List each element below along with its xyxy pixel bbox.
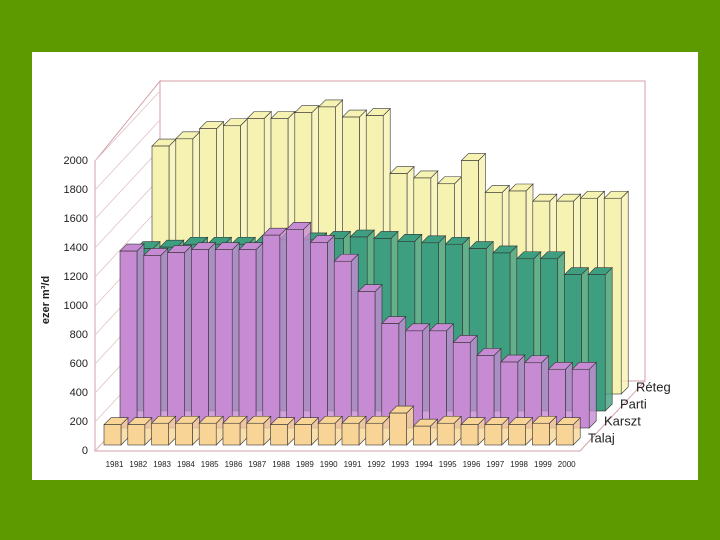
bar-side (493, 347, 502, 429)
y-tick-label: 600 (70, 358, 88, 370)
series-label: Parti (620, 396, 647, 411)
bar-side (350, 253, 359, 429)
bar (270, 424, 288, 446)
x-tick-label: 1995 (439, 460, 457, 469)
x-tick-label: 1985 (201, 460, 219, 469)
bar-side (422, 323, 430, 429)
x-tick-label: 1986 (225, 460, 243, 469)
bar (436, 422, 455, 446)
bar (333, 260, 352, 429)
y-tick-label: 200 (70, 416, 88, 428)
x-tick-label: 1998 (510, 460, 528, 469)
y-tick-label: 2000 (64, 155, 88, 167)
y-tick-label: 1400 (64, 242, 88, 254)
series-label: Réteg (636, 379, 671, 394)
series-label: Talaj (588, 430, 615, 445)
x-tick-label: 1981 (106, 460, 124, 469)
x-tick-label: 1988 (272, 460, 290, 469)
bar (175, 422, 193, 446)
bar (167, 252, 185, 429)
y-tick-label: 1600 (64, 213, 88, 225)
y-tick-label: 1200 (64, 271, 88, 283)
x-tick-label: 1987 (248, 460, 266, 469)
bar (127, 424, 146, 446)
x-tick-label: 1999 (534, 460, 552, 469)
x-tick-label: 1993 (391, 460, 409, 469)
y-tick-label: 800 (70, 329, 88, 341)
grid-line (94, 206, 161, 278)
bar-side (469, 334, 478, 429)
bar-side (231, 241, 240, 429)
bar-side (184, 244, 192, 429)
x-tick-label: 1983 (153, 460, 171, 469)
bar (238, 249, 257, 429)
bar (571, 368, 590, 429)
bar-side (279, 227, 288, 429)
y-tick-label: 0 (82, 445, 88, 457)
y-tick-label: 1800 (64, 184, 88, 196)
bar (222, 422, 241, 446)
x-tick-label: 1989 (296, 460, 314, 469)
x-tick-label: 1982 (129, 460, 147, 469)
bar (262, 234, 281, 429)
bar-side (446, 323, 454, 429)
bar-side (136, 243, 145, 429)
bar (143, 255, 162, 429)
bar (310, 242, 328, 429)
grid-line (94, 177, 161, 249)
bar-side (303, 221, 311, 429)
bar-side (327, 234, 335, 429)
bar (198, 422, 217, 446)
bar-side (588, 361, 597, 429)
bar (151, 422, 169, 446)
bar (317, 422, 336, 446)
y-axis-label: ezer m³/d (40, 276, 52, 324)
bar-side (208, 241, 216, 429)
x-tick-label: 1984 (177, 460, 195, 469)
y-tick-label: 1000 (64, 300, 88, 312)
bar (532, 422, 550, 446)
bar (460, 424, 479, 446)
floor-edge (579, 380, 646, 452)
x-tick-label: 2000 (558, 460, 576, 469)
bar (476, 355, 495, 429)
grid-line (94, 148, 161, 220)
grid-line (94, 90, 161, 162)
bar (484, 424, 503, 446)
x-tick-label: 1990 (320, 460, 338, 469)
bar (555, 424, 574, 446)
bar (452, 342, 471, 429)
bar (389, 412, 407, 446)
x-tick-label: 1991 (344, 460, 362, 469)
bar-side (160, 247, 169, 429)
series-label: Karszt (604, 413, 641, 428)
bar (341, 422, 360, 446)
y-tick-label: 400 (70, 387, 88, 399)
bar (286, 229, 304, 429)
grid-line (94, 119, 161, 191)
bar (365, 422, 384, 446)
bar-side (604, 266, 613, 412)
bar (246, 422, 265, 446)
bar-side (517, 354, 526, 429)
x-tick-label: 1994 (415, 460, 433, 469)
bar (214, 249, 233, 429)
bar-side (374, 283, 383, 429)
x-tick-label: 1992 (367, 460, 385, 469)
bar (191, 249, 209, 429)
x-tick-label: 1997 (486, 460, 504, 469)
bar (103, 424, 122, 446)
bar (429, 330, 447, 429)
bar-side (255, 241, 264, 429)
bar (413, 425, 431, 446)
bar (119, 250, 138, 429)
x-tick-label: 1996 (463, 460, 481, 469)
bar-side (620, 190, 629, 395)
bar (294, 424, 312, 446)
bar (357, 291, 376, 429)
bar (508, 424, 526, 446)
